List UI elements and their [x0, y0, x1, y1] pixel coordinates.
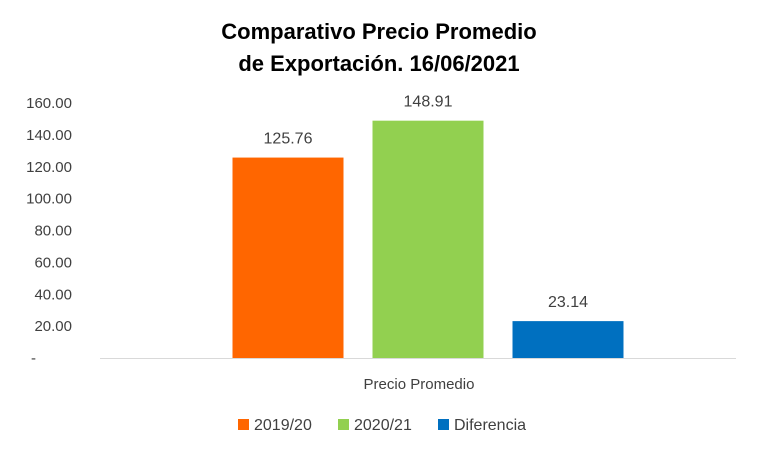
bar-2020-21 — [372, 120, 484, 359]
legend-label: 2019/20 — [254, 417, 312, 434]
legend-label: 2020/21 — [354, 417, 412, 434]
legend-label: Diferencia — [454, 417, 526, 434]
y-tick-label: 160.00 — [26, 95, 72, 112]
y-tick-label: - — [31, 350, 36, 367]
legend-swatch — [238, 419, 249, 430]
legend: 2019/20 2020/21 Diferencia — [238, 417, 526, 434]
data-label: 125.76 — [264, 131, 313, 148]
y-axis: - 20.00 40.00 60.00 80.00 100.00 120.00 140.00 1… — [26, 95, 72, 367]
y-tick-label: 80.00 — [34, 223, 72, 240]
legend-item: Diferencia — [438, 417, 526, 434]
y-tick-label: 120.00 — [26, 159, 72, 176]
y-tick-label: 40.00 — [34, 286, 72, 303]
chart-title: Comparativo Precio Promedio de Exportació… — [221, 19, 536, 76]
data-label: 148.91 — [404, 94, 453, 111]
plot-area: 125.76 148.91 23.14 Precio Promedio — [100, 94, 736, 393]
y-tick-label: 60.00 — [34, 254, 72, 271]
data-label: 23.14 — [548, 294, 588, 311]
chart-title-line-1: Comparativo Precio Promedio — [221, 19, 536, 44]
legend-swatch — [338, 419, 349, 430]
y-tick-label: 20.00 — [34, 318, 72, 335]
chart-title-line-2: de Exportación. 16/06/2021 — [238, 51, 519, 76]
legend-swatch — [438, 419, 449, 430]
y-tick-label: 140.00 — [26, 127, 72, 144]
bar-2019-20 — [232, 157, 344, 358]
legend-item: 2020/21 — [338, 417, 412, 434]
bar-diferencia — [512, 321, 624, 358]
x-category-label: Precio Promedio — [364, 376, 475, 393]
y-tick-label: 100.00 — [26, 191, 72, 208]
legend-item: 2019/20 — [238, 417, 312, 434]
